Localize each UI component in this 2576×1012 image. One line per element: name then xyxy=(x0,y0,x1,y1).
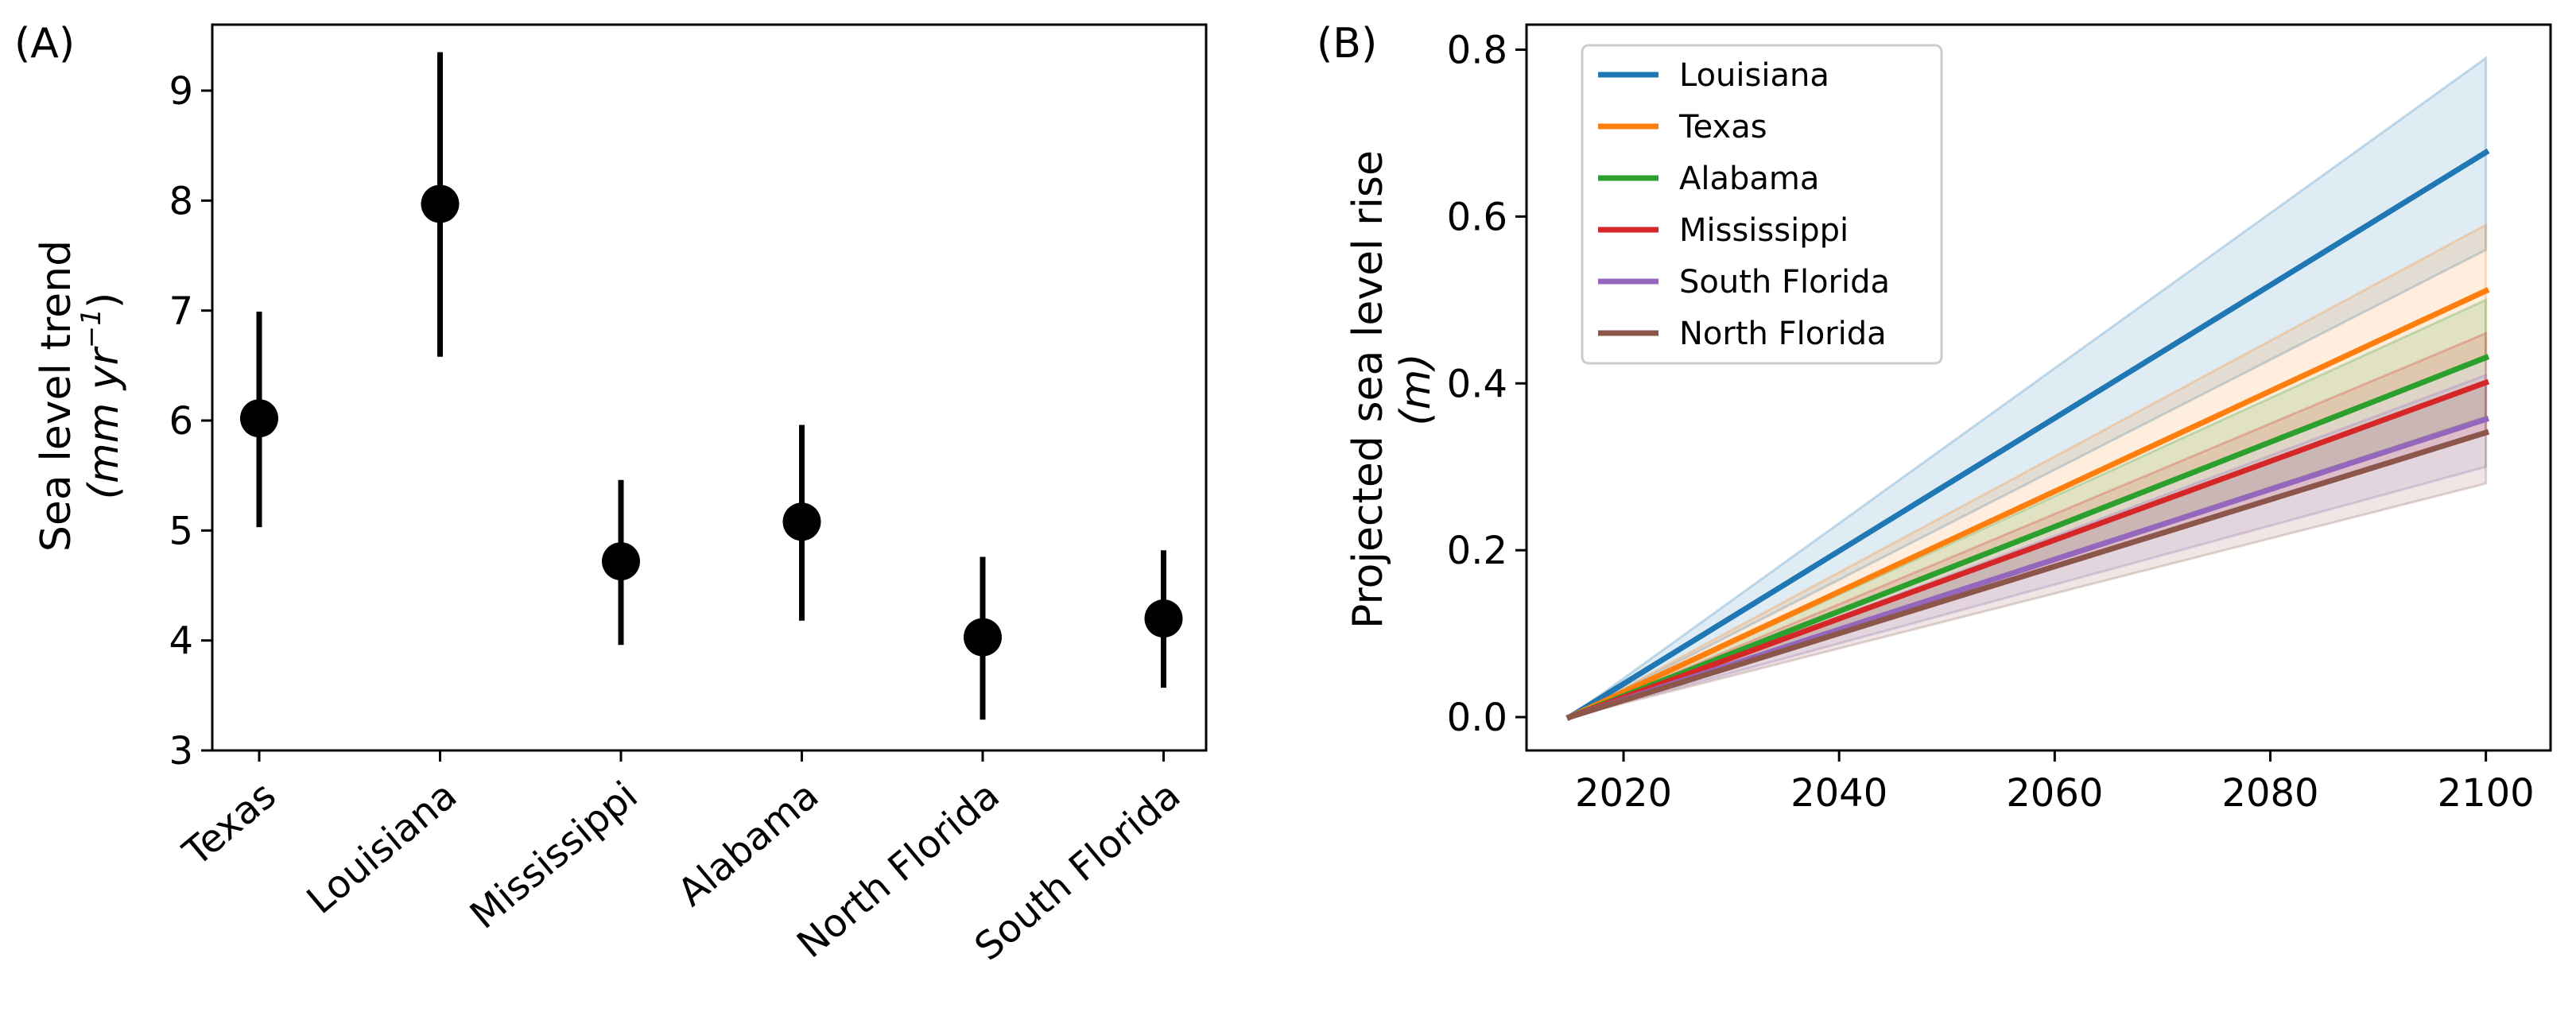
panel-b-y-tick-label: 0.0 xyxy=(1447,696,1507,740)
panel-a-y-unit: (mm yr xyxy=(80,345,128,499)
panel-b: (B) Projected sea level rise (m) 0.00.20… xyxy=(1317,20,2552,816)
panel-a-x-tick-label: Alabama xyxy=(669,773,827,915)
panel-a-y-tick-label: 7 xyxy=(169,289,193,334)
panel-a-x-tick-label: Louisiana xyxy=(299,773,466,923)
panel-b-legend-label: Mississippi xyxy=(1679,212,1849,249)
panel-a-y-tick-label: 8 xyxy=(169,179,193,223)
panel-b-y-tick-label: 0.6 xyxy=(1447,195,1507,239)
panel-a-y-tick-label: 3 xyxy=(169,729,193,774)
panel-b-y-tick-label: 0.2 xyxy=(1447,529,1507,573)
panel-b-y-tick-label: 0.4 xyxy=(1447,362,1507,406)
panel-b-series-line xyxy=(1565,287,2490,721)
panel-b-series-line xyxy=(1565,378,2490,721)
panel-b-y-axis-label: Projected sea level rise (m) xyxy=(1344,150,1440,629)
panel-b-x-tick-label: 2040 xyxy=(1790,771,1887,816)
panel-b-axes-frame xyxy=(1525,23,2552,752)
panel-b-legend-label: Texas xyxy=(1678,109,1767,145)
panel-b-legend-label: Louisiana xyxy=(1679,57,1829,94)
panel-a-data-point xyxy=(964,618,1002,657)
panel-a-y-tick-label: 9 xyxy=(169,69,193,114)
panel-a-y-axis-label: Sea level trend (mm yr−1) xyxy=(33,240,128,552)
panel-b-plot-area: 0.0 0.2 0.4 0.6 0.8 2020 2040 2060 2080 2100 xyxy=(1447,28,2535,816)
panel-a-y-tick-label: 4 xyxy=(169,619,193,664)
panel-b-series-line xyxy=(1565,148,2490,721)
panel-a-x-tick-label: Mississippi xyxy=(462,773,646,937)
panel-b-x-tick-label: 2060 xyxy=(2006,771,2103,816)
panel-b-y-tick-label: 0.8 xyxy=(1447,28,1507,72)
panel-a-y-tick-label: 5 xyxy=(169,509,193,553)
panel-b-y-axis-label-line1: Projected sea level rise xyxy=(1344,150,1392,629)
panel-b-x-tick-label: 2020 xyxy=(1575,771,1672,816)
panel-a-data-point xyxy=(421,184,460,223)
panel-b-series-line xyxy=(1565,428,2490,721)
panel-a-axes-frame xyxy=(211,23,1208,752)
panel-a-y-axis-label-line1: Sea level trend xyxy=(33,240,80,552)
panel-a-data-point xyxy=(240,399,278,438)
panel-b-x-tick-label: 2100 xyxy=(2438,771,2535,816)
panel-b-series-line xyxy=(1565,354,2490,721)
panel-b-legend-label: South Florida xyxy=(1679,264,1890,300)
panel-a-y-unit-close: ) xyxy=(80,293,128,308)
panel-b-y-axis-label-line2: (m) xyxy=(1392,353,1440,425)
panel-a-data-point xyxy=(782,502,821,541)
panel-b-legend: Louisiana Texas Alabama Mississippi South Fl… xyxy=(1581,44,1943,365)
panel-b-legend-label: North Florida xyxy=(1679,316,1887,352)
panel-a-data-point xyxy=(602,542,640,581)
panel-b-x-tick-label: 2080 xyxy=(2221,771,2318,816)
panel-a-label: (A) xyxy=(14,20,75,68)
panel-a-y-axis-label-line2: (mm yr−1) xyxy=(76,293,128,500)
panel-b-legend-box xyxy=(1581,44,1943,365)
panel-a-y-unit-superscript: −1 xyxy=(76,308,107,348)
panel-a: (A) Sea level trend (mm yr−1) 3 4 5 6 7 8 9 Tex… xyxy=(14,20,1208,970)
panel-a-x-tick-label: Texas xyxy=(174,773,284,875)
panel-b-label: (B) xyxy=(1317,20,1377,68)
panel-a-data-point xyxy=(1144,599,1183,638)
panel-b-legend-label: Alabama xyxy=(1679,161,1819,197)
panel-a-y-tick-label: 6 xyxy=(169,399,193,444)
